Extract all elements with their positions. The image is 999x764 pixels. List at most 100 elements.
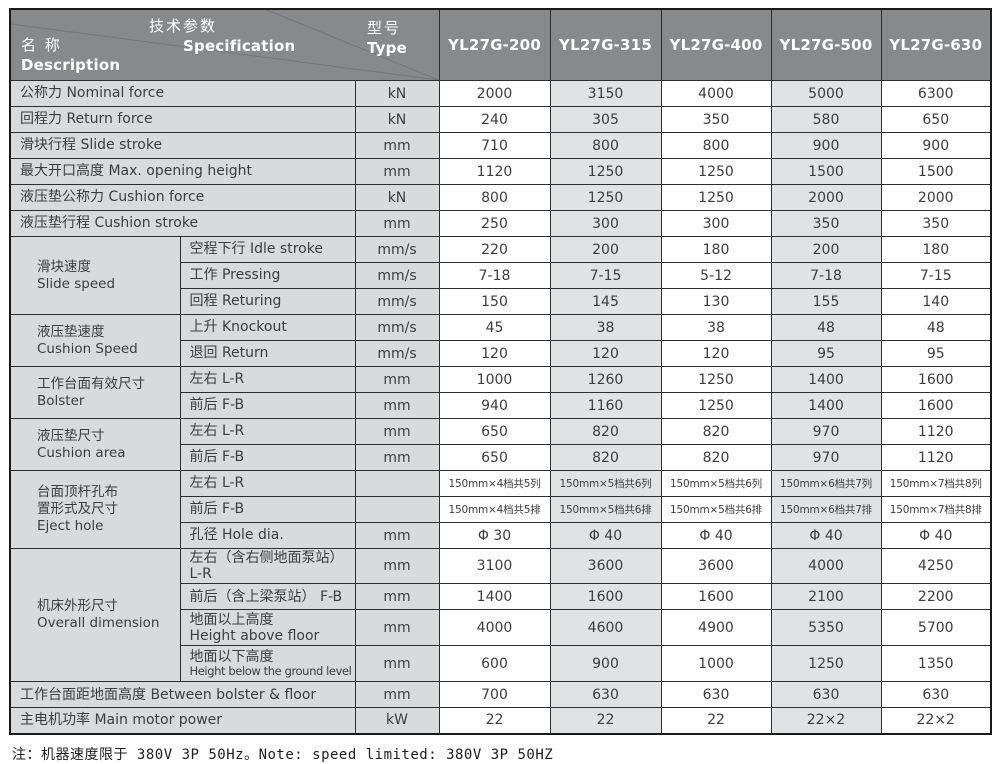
- value-cell: 1400: [770, 366, 882, 393]
- row-label-line: 地面以上高度: [189, 611, 274, 628]
- spec-row: 前后（含上梁泵站） F-B mm 1400 1600 1600 2100 2200: [10, 583, 992, 611]
- row-label-line: Height above floor: [189, 627, 320, 644]
- spec-row: 前后 F-B mm 940 1160 1250 1400 1600: [10, 392, 992, 419]
- row-label: 液压垫公称力 Cushion force: [9, 184, 356, 211]
- value-cell: 22: [660, 707, 772, 735]
- group-label: 台面顶杆孔布 置形式及尺寸 Eject hole: [9, 470, 181, 549]
- row-label: 前后 F-B: [179, 392, 356, 419]
- value-cell: 1000: [438, 366, 551, 393]
- group-label-line: Cushion area: [37, 444, 126, 461]
- value-cell: 7-15: [549, 262, 662, 289]
- value-cell: 150mm×6档共7排: [770, 496, 882, 523]
- unit-cell: mm/s: [354, 314, 440, 341]
- row-label: 退回 Return: [179, 340, 356, 367]
- value-cell: 1600: [549, 583, 662, 611]
- spec-row: 孔径 Hole dia. mm Φ 30 Φ 40 Φ 40 Φ 40 Φ 40: [10, 522, 992, 549]
- value-cell: 5000: [770, 80, 882, 107]
- value-cell: Φ 40: [880, 522, 992, 549]
- spec-row: 地面以下高度 Height below the ground level mm 600…: [10, 645, 992, 683]
- group-label: 液压垫尺寸 Cushion area: [9, 418, 181, 471]
- value-cell: 1120: [438, 158, 551, 185]
- value-cell: 120: [549, 340, 662, 367]
- model-header-YL27G-200: YL27G-200: [438, 8, 551, 81]
- value-cell: 145: [549, 288, 662, 315]
- value-cell: 820: [660, 418, 772, 445]
- spec-row: 滑块行程 Slide stroke mm 710 800 800 900 900: [9, 132, 992, 159]
- spec-row: 液压垫行程 Cushion stroke mm 250 300 300 350 350: [9, 210, 992, 237]
- unit-cell: mm: [354, 583, 440, 611]
- value-cell: 3600: [549, 547, 662, 585]
- value-cell: 630: [880, 681, 992, 709]
- value-cell: 7-15: [880, 262, 992, 289]
- unit-cell: mm: [354, 522, 440, 549]
- value-cell: 970: [770, 418, 882, 445]
- value-cell: 4250: [880, 547, 992, 585]
- spec-row: 滑块速度 Slide speed 空程下行 Idle stroke mm/s 220 20…: [9, 236, 992, 315]
- value-cell: 180: [660, 236, 772, 263]
- value-cell: 4000: [438, 609, 551, 647]
- spec-row: 工作台面距地面高度 Between bolster & floor mm 700 63…: [9, 681, 992, 709]
- value-cell: 800: [438, 184, 551, 211]
- value-cell: 150mm×4档共5列: [438, 470, 551, 497]
- value-cell: 5-12: [660, 262, 772, 289]
- group-label-line: 机床外形尺寸: [37, 598, 118, 615]
- value-cell: 95: [770, 340, 882, 367]
- value-cell: 22×2: [880, 707, 992, 735]
- spec-row: 退回 Return mm/s 120 120 120 95 95: [10, 340, 992, 367]
- value-cell: 300: [549, 210, 662, 237]
- value-cell: 150mm×7档共8列: [880, 470, 992, 497]
- unit-cell: mm: [354, 645, 440, 683]
- row-label: 前后（含上梁泵站） F-B: [179, 583, 356, 611]
- unit-cell: mm: [354, 392, 440, 419]
- unit-cell: kN: [354, 80, 440, 107]
- value-cell: 2000: [770, 184, 882, 211]
- unit-cell: mm: [354, 547, 440, 585]
- spec-row: 工作 Pressing mm/s 7-18 7-15 5-12 7-18 7-15: [10, 262, 992, 289]
- value-cell: 1160: [549, 392, 662, 419]
- value-cell: 900: [770, 132, 882, 159]
- model-header-YL27G-500: YL27G-500: [770, 8, 882, 81]
- value-cell: 180: [880, 236, 992, 263]
- value-cell: 1250: [770, 645, 882, 683]
- group-label-line: Slide speed: [37, 275, 116, 292]
- spec-row: 液压垫速度 Cushion Speed 上升 Knockout mm/s 45 38 38 4…: [9, 314, 992, 367]
- value-cell: 48: [880, 314, 992, 341]
- model-header-YL27G-630: YL27G-630: [880, 8, 992, 81]
- header-corner-cell: 技术参数 Specification 名 称 Description 型号 Ty…: [9, 8, 440, 81]
- value-cell: 95: [880, 340, 992, 367]
- unit-cell: mm: [354, 158, 440, 185]
- value-cell: 200: [549, 236, 662, 263]
- value-cell: 820: [660, 444, 772, 471]
- value-cell: 305: [549, 106, 662, 133]
- row-label-line: 地面以下高度: [189, 649, 274, 666]
- group-label-line: 置形式及尺寸: [37, 501, 118, 518]
- spec-row: 前后 F-B mm 650 820 820 970 1120: [10, 444, 992, 471]
- unit-cell: mm: [354, 418, 440, 445]
- value-cell: 3600: [660, 547, 772, 585]
- value-cell: Φ 40: [549, 522, 662, 549]
- value-cell: 1600: [880, 366, 992, 393]
- value-cell: 2100: [770, 583, 882, 611]
- value-cell: 820: [549, 418, 662, 445]
- value-cell: 150mm×4档共5排: [438, 496, 551, 523]
- group-label: 滑块速度 Slide speed: [9, 236, 181, 315]
- value-cell: 1600: [880, 392, 992, 419]
- spec-row: 回程力 Return force kN 240 305 350 580 650: [9, 106, 992, 133]
- header-row: 技术参数 Specification 名 称 Description 型号 Ty…: [9, 8, 992, 81]
- value-cell: Φ 40: [660, 522, 772, 549]
- value-cell: 1120: [880, 418, 992, 445]
- unit-cell: mm/s: [354, 340, 440, 367]
- value-cell: 4900: [660, 609, 772, 647]
- row-label: 回程力 Return force: [9, 106, 356, 133]
- value-cell: 580: [770, 106, 882, 133]
- value-cell: 5350: [770, 609, 882, 647]
- value-cell: 600: [438, 645, 551, 683]
- unit-cell: [354, 470, 440, 497]
- row-label: 主电机功率 Main motor power: [9, 707, 356, 735]
- value-cell: 1250: [549, 158, 662, 185]
- header-description-cn: 名 称: [21, 36, 62, 54]
- value-cell: 3150: [549, 80, 662, 107]
- row-label: 滑块行程 Slide stroke: [9, 132, 356, 159]
- value-cell: Φ 30: [438, 522, 551, 549]
- value-cell: 150mm×5档共6列: [660, 470, 772, 497]
